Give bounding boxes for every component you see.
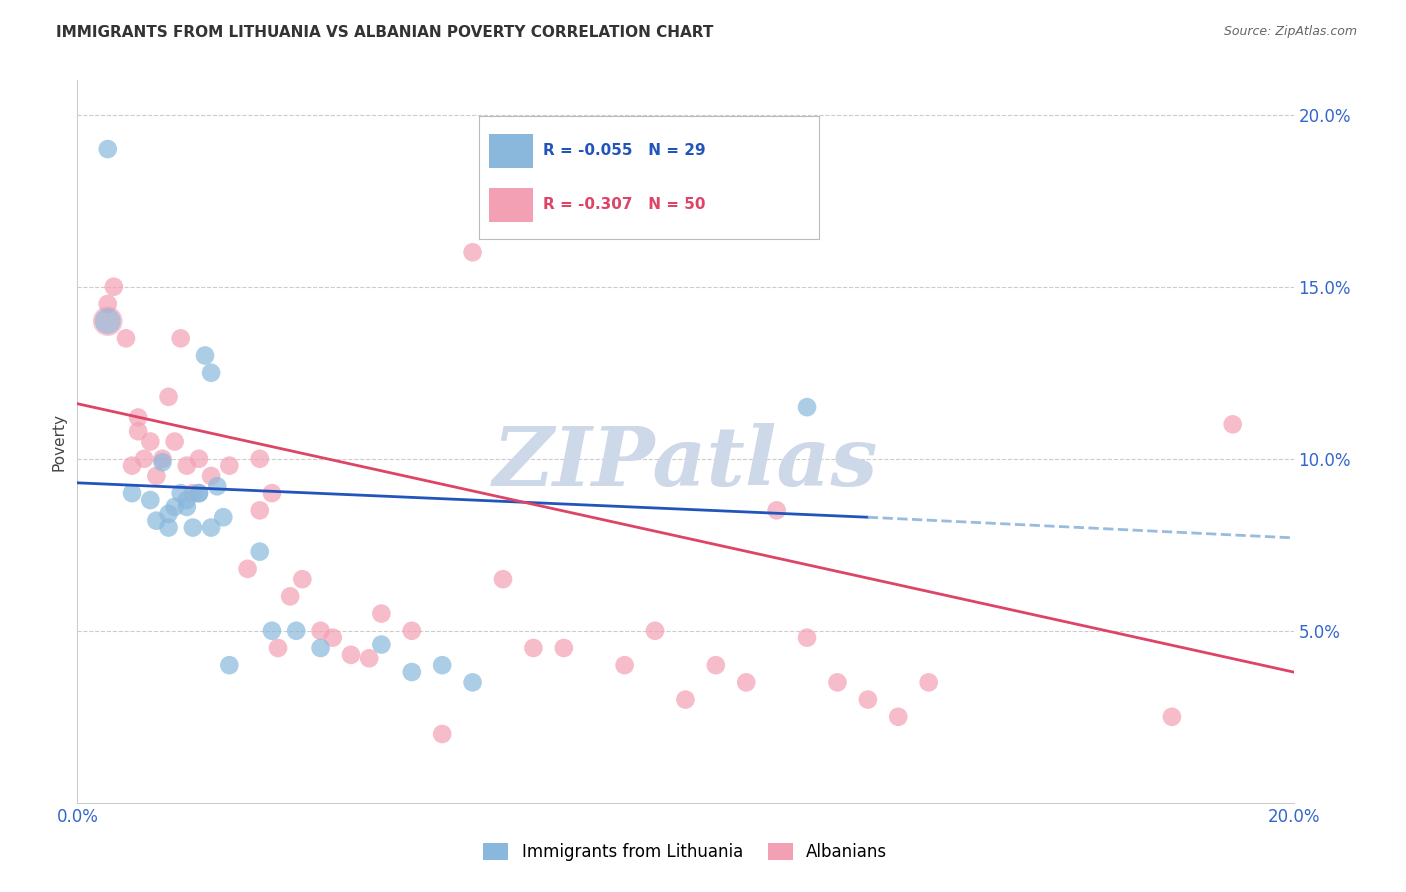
Text: ZIPatlas: ZIPatlas <box>492 423 879 503</box>
Point <box>704 658 727 673</box>
Point <box>139 493 162 508</box>
Point <box>918 675 941 690</box>
Point <box>260 624 283 638</box>
Point <box>176 493 198 508</box>
Point <box>218 658 240 673</box>
Point <box>796 631 818 645</box>
Point <box>176 500 198 514</box>
Point <box>152 455 174 469</box>
Point <box>97 297 120 311</box>
Y-axis label: Poverty: Poverty <box>51 412 66 471</box>
Point <box>176 458 198 473</box>
Point <box>194 349 217 363</box>
Point <box>170 331 193 345</box>
Point <box>97 142 120 156</box>
Point <box>856 692 879 706</box>
Point <box>370 607 392 621</box>
Point <box>97 314 120 328</box>
Point <box>188 486 211 500</box>
Point <box>236 562 259 576</box>
Point <box>401 624 423 638</box>
Point <box>145 469 167 483</box>
Point <box>170 486 193 500</box>
Point <box>267 640 290 655</box>
Point <box>461 675 484 690</box>
Point <box>309 624 332 638</box>
Point <box>115 331 138 345</box>
Point <box>583 211 606 225</box>
Point <box>401 665 423 679</box>
Point <box>430 727 453 741</box>
Point <box>309 640 332 655</box>
Point <box>887 710 910 724</box>
Text: Source: ZipAtlas.com: Source: ZipAtlas.com <box>1223 25 1357 38</box>
Point <box>188 451 211 466</box>
Point <box>522 640 544 655</box>
Point <box>145 514 167 528</box>
Point <box>1161 710 1184 724</box>
Point <box>735 675 758 690</box>
Point <box>188 486 211 500</box>
Point <box>322 631 344 645</box>
Point <box>181 486 204 500</box>
Point <box>212 510 235 524</box>
Point <box>553 640 575 655</box>
Point <box>139 434 162 449</box>
Point <box>157 520 180 534</box>
Point <box>249 503 271 517</box>
Point <box>163 500 186 514</box>
Point <box>97 314 120 328</box>
Point <box>249 544 271 558</box>
Point <box>613 658 636 673</box>
Point <box>461 245 484 260</box>
Point <box>200 366 222 380</box>
Point <box>260 486 283 500</box>
Point <box>200 520 222 534</box>
Point <box>218 458 240 473</box>
Point <box>796 400 818 414</box>
Point <box>492 572 515 586</box>
Point <box>121 458 143 473</box>
Point <box>285 624 308 638</box>
Point <box>181 520 204 534</box>
Text: IMMIGRANTS FROM LITHUANIA VS ALBANIAN POVERTY CORRELATION CHART: IMMIGRANTS FROM LITHUANIA VS ALBANIAN PO… <box>56 25 714 40</box>
Point <box>291 572 314 586</box>
Point <box>644 624 666 638</box>
Point <box>127 424 149 438</box>
Legend: Immigrants from Lithuania, Albanians: Immigrants from Lithuania, Albanians <box>477 837 894 868</box>
Point <box>152 451 174 466</box>
Point <box>359 651 381 665</box>
Point <box>157 507 180 521</box>
Point <box>205 479 228 493</box>
Point <box>200 469 222 483</box>
Point <box>675 692 697 706</box>
Point <box>127 410 149 425</box>
Point <box>121 486 143 500</box>
Point <box>370 638 392 652</box>
Point <box>340 648 363 662</box>
Point <box>827 675 849 690</box>
Point <box>278 590 301 604</box>
Point <box>157 390 180 404</box>
Point <box>163 434 186 449</box>
Point <box>103 279 125 293</box>
Point <box>249 451 271 466</box>
Point <box>765 503 787 517</box>
Point <box>134 451 156 466</box>
Point <box>1222 417 1244 432</box>
Point <box>430 658 453 673</box>
